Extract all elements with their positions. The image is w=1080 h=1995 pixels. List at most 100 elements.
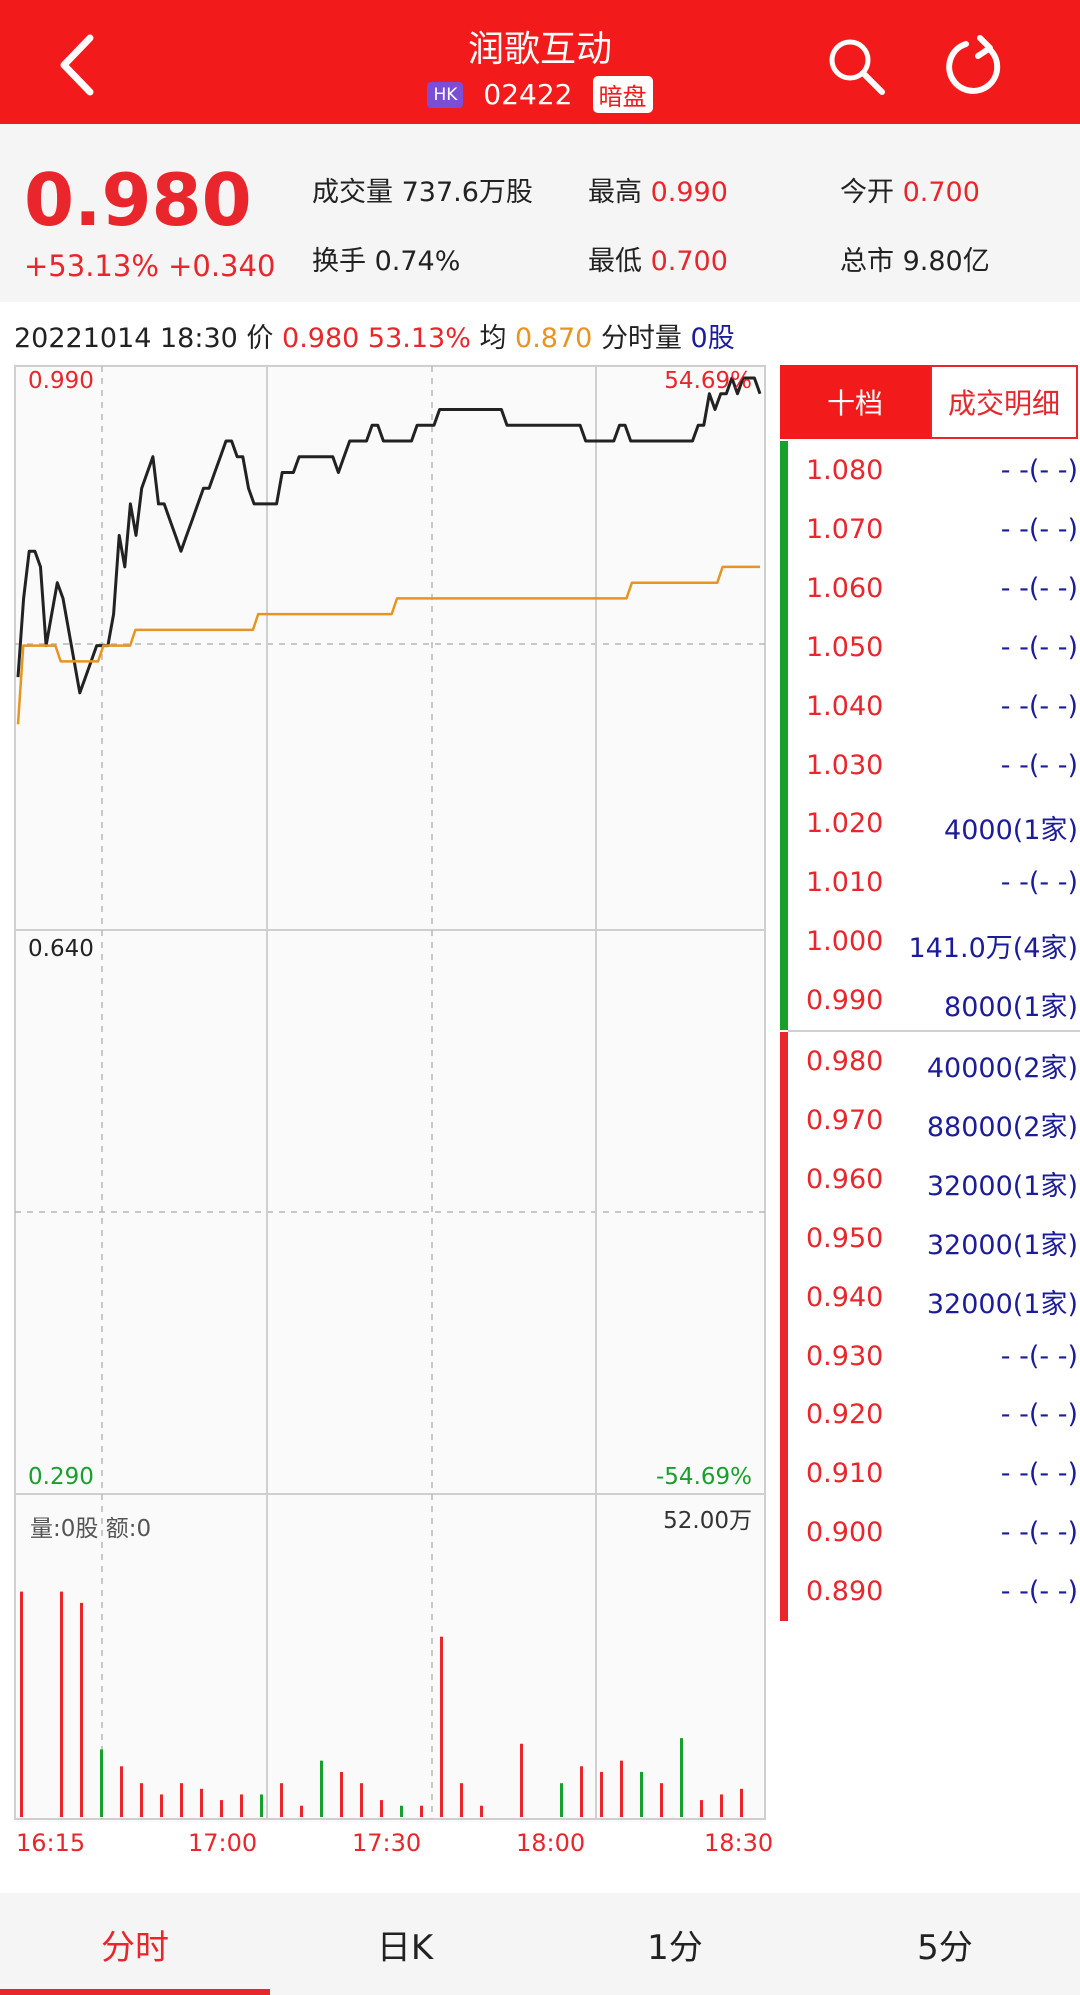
high-value: 0.990 [650,177,728,208]
ask-level-quantity: - -(- -) [1000,867,1078,899]
price-change: +53.13% +0.340 [24,249,276,283]
tab-trade-details[interactable]: 成交明细 [930,365,1078,439]
bid-level-quantity: 40000(2家) [926,1053,1078,1084]
info-price: 0.980 53.13% [282,323,471,354]
open-value: 0.700 [902,177,980,208]
price-axis-bottom-label: 0.290 [28,1464,94,1490]
bid-level-row: 0.980 40000(2家) [780,1034,1078,1092]
volume-bar [440,1636,443,1817]
bid-level-row: 0.940 32000(1家) [780,1270,1078,1328]
back-arrow-icon[interactable] [50,30,110,100]
refresh-icon[interactable] [944,34,1004,96]
volume-bar [100,1749,103,1817]
volume-bar [420,1805,423,1817]
volume-bar [520,1743,523,1817]
price-axis-top-label: 0.990 [28,368,94,394]
market-cap-value: 9.80亿 [902,246,990,277]
ask-level-row: 1.010 - -(- -) [780,855,1078,913]
volume-bar [600,1771,603,1817]
bid-level-price: 0.980 [806,1046,884,1077]
intraday-chart-svg[interactable]: 0.990 0.640 0.290 54.69% -54.69% 量:0股 额:0 52.0… [14,364,766,1822]
ask-level-quantity: 4000(1家) [944,815,1078,847]
bid-level-row: 0.930 - -(- -) [780,1329,1078,1387]
bid-level-row: 0.900 - -(- -) [780,1505,1078,1563]
search-icon[interactable] [826,36,886,96]
bid-level-price: 0.960 [806,1163,884,1195]
bid-level-price: 0.940 [806,1281,884,1313]
volume-bar [260,1794,263,1817]
ask-level-quantity: - -(- -) [1000,513,1078,545]
quote-panel: 0.980 +53.13% +0.340 成交量 737.6万股 最高 0.99… [0,124,1080,302]
volume-bar [480,1805,483,1817]
info-datetime: 20221014 18:30 [14,323,238,354]
ask-level-price: 1.010 [806,867,884,899]
bid-level-price: 0.910 [806,1458,884,1490]
book-divider [788,1030,1080,1032]
bid-level-price: 0.890 [806,1576,884,1608]
volume-bar [360,1783,363,1817]
pct-axis-top-label: 54.69% [664,368,752,394]
crosshair-info-line: 20221014 18:30 价 0.980 53.13% 均 0.870 分时… [14,323,735,354]
volume-bar [80,1602,83,1817]
bid-level-price: 0.930 [806,1340,884,1372]
ask-side-bar [780,441,788,1030]
tab-1-minute[interactable]: 1分 [647,1927,703,1968]
turnover-value: 0.74% [374,246,461,277]
volume-bar [680,1738,683,1817]
info-avg: 0.870 [515,323,593,354]
volume-bar [660,1783,663,1817]
intraday-chart[interactable]: 0.990 0.640 0.290 54.69% -54.69% 量:0股 额:0 52.0… [14,364,766,1822]
volume-bar [740,1788,743,1817]
pct-axis-bottom-label: -54.69% [656,1464,752,1490]
bid-level-quantity: 88000(2家) [926,1111,1078,1143]
volume-bar [60,1591,63,1817]
volume-info-label: 量:0股 额:0 [30,1516,151,1542]
bid-level-quantity: - -(- -) [1000,1576,1078,1608]
ask-level-row: 1.030 - -(- -) [780,738,1078,796]
market-badge: HK [427,81,464,108]
low-stat: 最低 0.700 [588,246,728,277]
tab-intraday[interactable]: 分时 [0,1893,270,1995]
ask-level-row: 1.040 - -(- -) [780,679,1078,737]
order-book-tabs: 十档 成交明细 [780,365,1080,439]
ask-level-row: 1.060 - -(- -) [780,561,1078,619]
volume-bar [640,1771,643,1817]
low-value: 0.700 [650,246,728,277]
volume-bar [380,1800,383,1817]
volume-bar [120,1766,123,1817]
tab-daily-k[interactable]: 日K [376,1927,434,1968]
app-header: 润歌互动 HK 02422 暗盘 [0,0,1080,124]
volume-bar [300,1805,303,1817]
volume-pane-frame [14,1493,766,1820]
open-stat: 今开 0.700 [840,177,980,208]
volume-bar [340,1771,343,1817]
volume-bar [400,1805,403,1817]
stock-name-title: 润歌互动 [467,29,612,70]
price-axis-mid-label: 0.640 [28,936,94,962]
ask-level-price: 1.000 [806,926,884,958]
tab-ten-levels[interactable]: 十档 [780,365,930,439]
bid-level-quantity: - -(- -) [1000,1399,1078,1431]
volume-bar [220,1800,223,1817]
bid-level-row: 0.920 - -(- -) [780,1387,1078,1445]
bid-level-quantity: - -(- -) [1000,1340,1078,1372]
x-axis-tick-label: 18:30 [704,1829,774,1857]
volume-bar [460,1783,463,1817]
ask-level-row: 1.080 - -(- -) [780,443,1078,501]
average-series-line [16,565,760,725]
volume-max-label: 52.00万 [663,1508,752,1534]
ask-level-quantity: - -(- -) [1000,455,1078,486]
ask-level-row: 1.070 - -(- -) [780,502,1078,560]
market-cap-stat: 总市 9.80亿 [840,246,990,277]
bid-level-row: 0.890 - -(- -) [780,1564,1078,1622]
tab-5-minute[interactable]: 5分 [917,1927,973,1968]
bid-level-price: 0.900 [806,1517,884,1549]
bottom-period-tabs: 分时 日K 1分 5分 [0,1893,1080,1995]
ask-level-price: 1.070 [806,513,884,545]
bid-side-bar [780,1032,788,1621]
ask-level-price: 1.030 [806,749,884,781]
volume-bar [620,1760,623,1817]
x-axis-tick-label: 17:30 [352,1829,422,1857]
ask-level-price: 0.990 [806,985,884,1017]
volume-bar [240,1794,243,1817]
